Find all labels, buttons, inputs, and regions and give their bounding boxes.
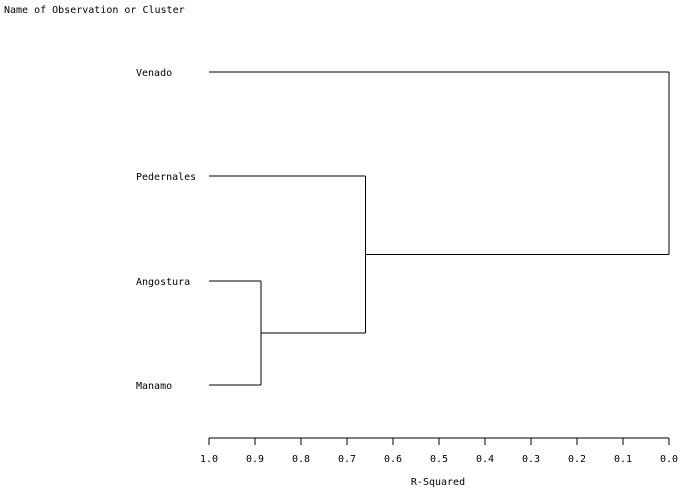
x-tick-label-10: 0.0 bbox=[660, 454, 678, 465]
x-axis-ticks bbox=[208, 438, 670, 445]
x-tick-label-1: 0.9 bbox=[246, 454, 264, 465]
x-tick-label-4: 0.6 bbox=[384, 454, 402, 465]
x-tick-label-0: 1.0 bbox=[200, 454, 218, 465]
leaf-label-venado: Venado bbox=[136, 68, 172, 79]
y-axis-title: Name of Observation or Cluster bbox=[4, 5, 185, 16]
x-tick-label-6: 0.4 bbox=[476, 454, 494, 465]
x-tick-label-7: 0.3 bbox=[522, 454, 540, 465]
leaf-label-angostura: Angostura bbox=[136, 277, 190, 288]
leaf-label-manamo: Manamo bbox=[136, 381, 172, 392]
x-tick-label-8: 0.2 bbox=[568, 454, 586, 465]
dendrogram-branches bbox=[209, 71, 670, 386]
x-tick-label-5: 0.5 bbox=[430, 454, 448, 465]
leaf-labels: Venado Pedernales Angostura Manamo bbox=[136, 68, 196, 392]
leaf-label-pedernales: Pedernales bbox=[136, 172, 196, 183]
x-axis-tick-labels: 1.0 0.9 0.8 0.7 0.6 0.5 0.4 0.3 0.2 0.1 0.0 bbox=[200, 454, 678, 465]
x-axis-label: R-Squared bbox=[411, 477, 465, 488]
x-tick-label-9: 0.1 bbox=[614, 454, 632, 465]
x-tick-label-3: 0.7 bbox=[338, 454, 356, 465]
x-tick-label-2: 0.8 bbox=[292, 454, 310, 465]
